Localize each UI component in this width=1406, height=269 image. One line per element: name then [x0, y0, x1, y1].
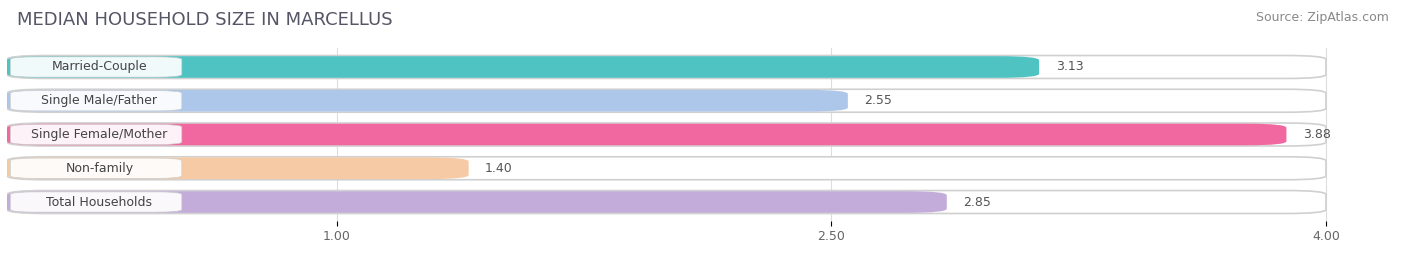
FancyBboxPatch shape — [10, 158, 181, 178]
Text: 2.85: 2.85 — [963, 196, 991, 208]
Text: 1.40: 1.40 — [485, 162, 513, 175]
Text: Married-Couple: Married-Couple — [52, 61, 148, 73]
Text: 3.13: 3.13 — [1056, 61, 1083, 73]
Text: MEDIAN HOUSEHOLD SIZE IN MARCELLUS: MEDIAN HOUSEHOLD SIZE IN MARCELLUS — [17, 11, 392, 29]
FancyBboxPatch shape — [10, 57, 181, 77]
FancyBboxPatch shape — [7, 157, 1326, 180]
FancyBboxPatch shape — [7, 123, 1326, 146]
Text: Total Households: Total Households — [46, 196, 152, 208]
FancyBboxPatch shape — [10, 124, 181, 145]
FancyBboxPatch shape — [10, 91, 181, 111]
FancyBboxPatch shape — [7, 89, 1326, 112]
Text: Single Male/Father: Single Male/Father — [41, 94, 157, 107]
Text: 2.55: 2.55 — [865, 94, 893, 107]
Text: 3.88: 3.88 — [1303, 128, 1331, 141]
Text: Source: ZipAtlas.com: Source: ZipAtlas.com — [1256, 11, 1389, 24]
FancyBboxPatch shape — [7, 124, 1286, 145]
FancyBboxPatch shape — [10, 192, 181, 212]
FancyBboxPatch shape — [7, 191, 946, 213]
FancyBboxPatch shape — [7, 90, 848, 112]
Text: Single Female/Mother: Single Female/Mother — [31, 128, 167, 141]
FancyBboxPatch shape — [7, 55, 1326, 79]
FancyBboxPatch shape — [7, 56, 1039, 78]
FancyBboxPatch shape — [7, 190, 1326, 214]
Text: Non-family: Non-family — [65, 162, 134, 175]
FancyBboxPatch shape — [7, 157, 468, 179]
